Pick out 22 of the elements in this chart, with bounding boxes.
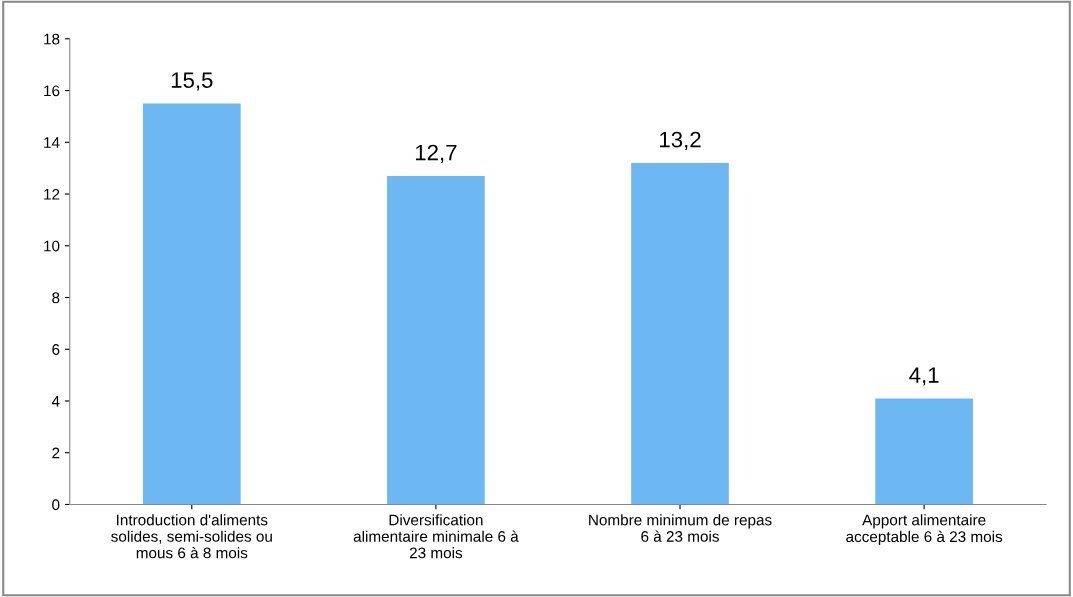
bar xyxy=(142,103,241,505)
bar xyxy=(875,398,973,505)
y-tick-label: 2 xyxy=(52,447,60,459)
y-tick-label: 6 xyxy=(52,344,60,355)
x-tick-label: Nombre minimum de repas 6 à 23 mois xyxy=(589,514,772,542)
x-tick-label: Introduction d'aliments solides, semi-solides ou mous 6 à 8 mois xyxy=(111,514,272,559)
y-tick-label: 14 xyxy=(44,137,60,148)
data-label: 12,7 xyxy=(415,144,457,164)
y-tick-label: 12 xyxy=(44,188,60,200)
y-tick-label: 18 xyxy=(44,33,60,45)
y-tick-label: 8 xyxy=(52,292,60,304)
y-tick-label: 0 xyxy=(52,499,60,511)
y-tick-label: 4 xyxy=(51,396,60,407)
data-label: 15,5 xyxy=(171,72,213,91)
y-tick-label: 10 xyxy=(44,240,60,252)
y-tick-label: 16 xyxy=(44,85,60,97)
x-tick-label: Diversification alimentaire minimale 6 à 23 mois xyxy=(353,514,519,559)
data-label: 13,2 xyxy=(660,131,701,151)
bar xyxy=(631,162,729,505)
bar xyxy=(387,175,485,505)
x-tick-label: Apport alimentaire acceptable 6 à 23 mois xyxy=(846,514,1003,546)
data-label: 4,1 xyxy=(909,367,939,386)
